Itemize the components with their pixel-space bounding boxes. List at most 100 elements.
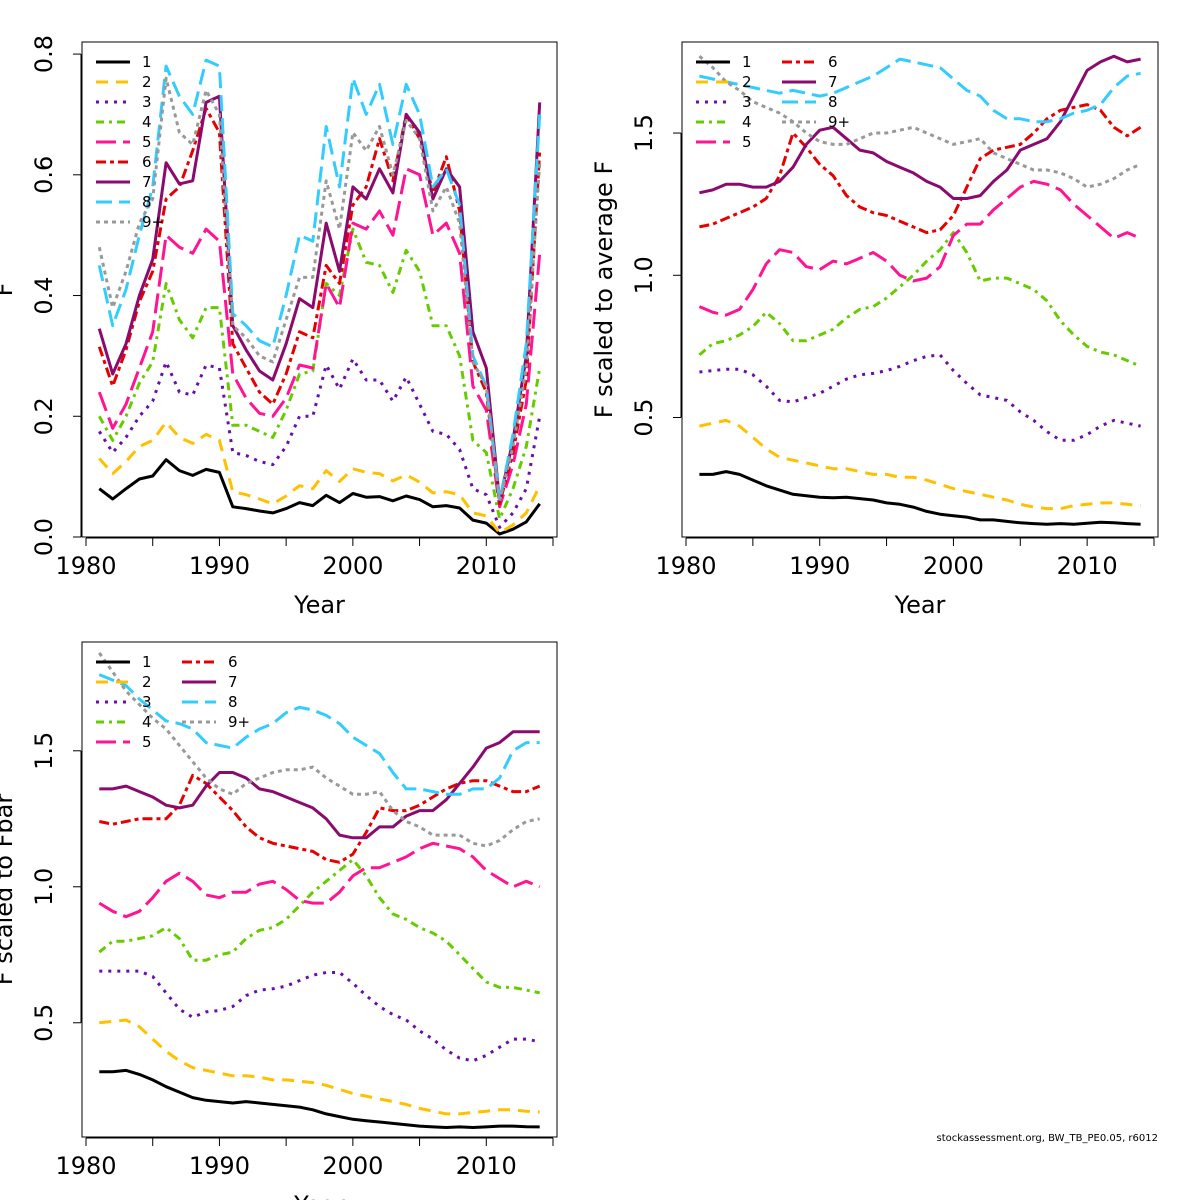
- legend-label: 9+: [228, 713, 250, 731]
- series-line-2: [99, 1018, 540, 1116]
- legend-label: 4: [142, 113, 152, 131]
- legend-label: 1: [142, 653, 152, 671]
- series-line-9plus: [98, 652, 540, 848]
- series-group: [97, 58, 542, 536]
- x-tick-label: 2010: [456, 552, 517, 580]
- legend: 1 2 3 4 5 6 7 8 9+: [96, 653, 250, 751]
- legend-label: 2: [142, 673, 152, 691]
- series-line-9plus: [698, 55, 1142, 189]
- series-line-7: [97, 94, 542, 503]
- y-tick-label: 0.8: [30, 35, 58, 73]
- y-axis: 0.0 0.2 0.4 0.6 0.8 F: [0, 35, 82, 556]
- series-line-8: [98, 673, 540, 796]
- x-axis: 1980 1990 2000 2010 Year: [55, 1137, 554, 1200]
- legend-label: 2: [142, 73, 152, 91]
- y-axis-label: F: [0, 283, 18, 297]
- x-tick-label: 2000: [322, 552, 383, 580]
- legend-label: 2: [742, 73, 752, 91]
- x-tick-label: 2000: [322, 1152, 383, 1180]
- x-tick-label: 2000: [923, 552, 984, 580]
- series-group: [98, 652, 541, 1129]
- y-tick-label: 0.4: [30, 276, 58, 314]
- legend-label: 8: [228, 693, 238, 711]
- y-tick-label: 0.2: [30, 397, 58, 435]
- x-axis-label: Year: [894, 591, 946, 619]
- y-axis-label: F scaled to Fbar: [0, 794, 18, 986]
- legend-label: 3: [142, 693, 152, 711]
- legend-label: 4: [142, 713, 152, 731]
- series-line-8: [699, 57, 1141, 124]
- series-line-7: [699, 54, 1141, 200]
- series-line-1: [699, 470, 1141, 526]
- legend-label: 1: [742, 53, 752, 71]
- series-line-5: [97, 167, 542, 509]
- plot-frame: [81, 41, 558, 538]
- legend-label: 3: [142, 93, 152, 111]
- y-axis: 0.5 1.0 1.5 F scaled to average F: [590, 114, 682, 437]
- x-tick-label: 1990: [189, 1152, 250, 1180]
- y-tick-label: 1.0: [30, 868, 58, 906]
- legend-label: 4: [742, 113, 752, 131]
- panel-fishing-mortality: 1980 1990 2000 2010 Year 0.0 0.2 0.4 0.6 0.8 F 1 2 3 4…: [0, 35, 558, 619]
- x-axis-label: Year: [293, 591, 345, 619]
- x-tick-label: 2010: [456, 1152, 517, 1180]
- series-line-2: [98, 420, 542, 535]
- series-line-5: [698, 179, 1142, 317]
- series-line-8: [97, 58, 542, 503]
- x-tick-label: 1980: [55, 1152, 116, 1180]
- legend-label: 5: [742, 133, 752, 151]
- series-line-1: [99, 1068, 540, 1129]
- y-tick-label: 0.5: [30, 1004, 58, 1042]
- y-axis-label: F scaled to average F: [590, 161, 618, 419]
- legend-label: 7: [228, 673, 238, 691]
- x-tick-label: 1990: [789, 552, 850, 580]
- plot-frame: [81, 641, 558, 1138]
- series-line-4: [98, 858, 541, 995]
- x-tick-label: 1990: [189, 552, 250, 580]
- legend-label: 3: [742, 93, 752, 111]
- legend: 1 2 3 4 5 6 7 8 9+: [696, 53, 850, 151]
- x-tick-label: 2010: [1057, 552, 1118, 580]
- panel-scaled-to-average-f: 1980 1990 2000 2010 Year 0.5 1.0 1.5 F scaled to…: [590, 41, 1159, 619]
- legend-label: 9+: [142, 213, 164, 231]
- series-line-2: [699, 418, 1141, 511]
- legend-label: 5: [142, 133, 152, 151]
- y-tick-label: 1.5: [30, 732, 58, 770]
- legend-label: 5: [142, 733, 152, 751]
- y-tick-label: 1.0: [630, 256, 658, 294]
- legend-label: 6: [828, 53, 838, 71]
- series-line-4: [698, 231, 1142, 368]
- x-tick-label: 1980: [655, 552, 716, 580]
- series-line-7: [99, 730, 540, 840]
- x-axis-label: Year: [293, 1191, 345, 1200]
- footer-credit: stockassessment.org, BW_TB_PE0.05, r6012: [936, 1133, 1158, 1144]
- legend-label: 6: [228, 653, 238, 671]
- legend-label: 6: [142, 153, 152, 171]
- y-tick-label: 0.6: [30, 156, 58, 194]
- x-tick-label: 1980: [55, 552, 116, 580]
- y-tick-label: 0.5: [630, 398, 658, 436]
- legend-label: 7: [142, 173, 152, 191]
- y-axis: 0.5 1.0 1.5 F scaled to Fbar: [0, 732, 82, 1042]
- series-line-6: [699, 103, 1142, 235]
- y-tick-label: 0.0: [30, 518, 58, 556]
- plot-frame: [681, 41, 1159, 538]
- series-line-3: [699, 353, 1141, 442]
- series-line-3: [98, 357, 542, 529]
- legend-label: 7: [828, 73, 838, 91]
- y-tick-label: 1.5: [630, 114, 658, 152]
- legend-label: 8: [142, 193, 152, 211]
- legend-label: 8: [828, 93, 838, 111]
- legend: 1 2 3 4 5 6 7 8 9+: [96, 53, 164, 231]
- panel-scaled-to-fbar: 1980 1990 2000 2010 Year 0.5 1.0 1.5 F scaled to…: [0, 641, 558, 1200]
- legend-label: 9+: [828, 113, 850, 131]
- x-axis: 1980 1990 2000 2010 Year: [55, 537, 554, 619]
- legend-label: 1: [142, 53, 152, 71]
- series-line-3: [99, 969, 540, 1063]
- series-line-1: [98, 458, 541, 536]
- x-axis: 1980 1990 2000 2010 Year: [655, 537, 1155, 619]
- series-line-5: [98, 841, 541, 919]
- series-line-9plus: [97, 76, 542, 503]
- series-group: [698, 54, 1142, 526]
